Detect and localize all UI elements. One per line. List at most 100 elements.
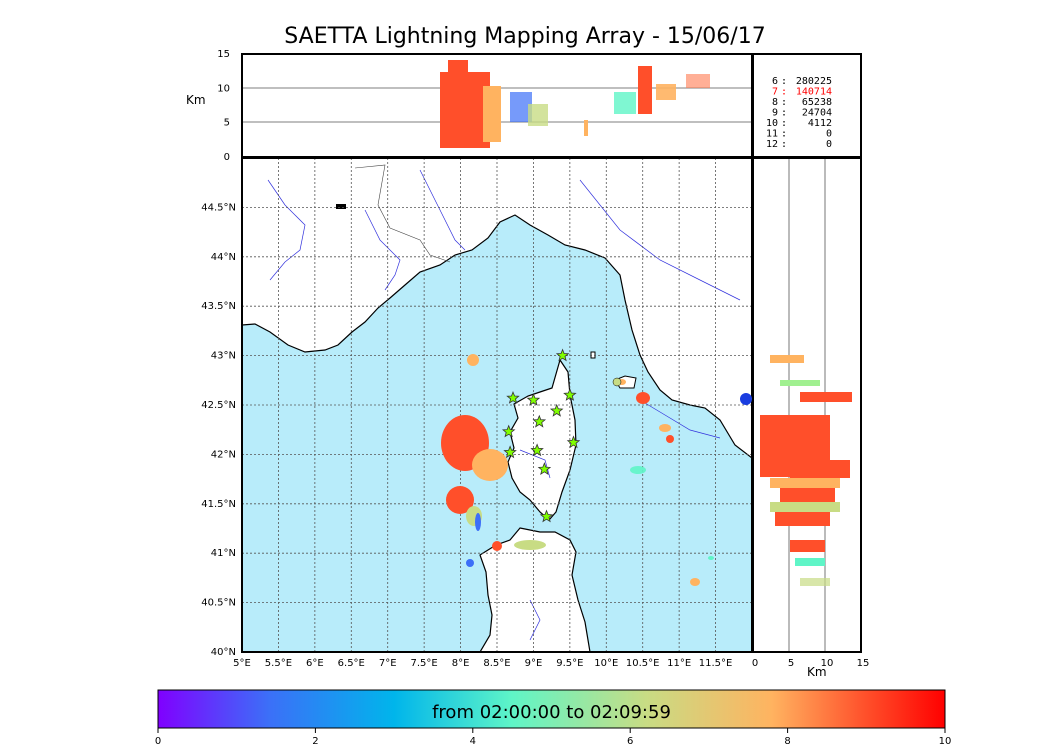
lat-tick-label: 40°N — [211, 647, 236, 658]
altitude-vs-longitude-panel: Km 0 5 10 15 — [186, 49, 753, 163]
stat-station-number: 8 — [772, 97, 778, 108]
capraia-island — [590, 351, 596, 359]
lon-tick-label: 8°E — [452, 658, 470, 669]
stat-separator: : — [781, 129, 787, 140]
lon-tick-label: 6°E — [306, 658, 324, 669]
east-marker — [740, 393, 752, 405]
stat-separator: : — [781, 139, 787, 150]
lon-tick-label: 5°E — [233, 658, 251, 669]
lon-tick-label: 11.5°E — [699, 658, 733, 669]
right-cluster-green — [780, 380, 820, 386]
altitude-tick-label: 5 — [224, 118, 230, 129]
storm-cell-far-se — [690, 578, 700, 586]
storm-cell-bonifacio-red — [492, 541, 502, 551]
storm-cell-east — [636, 392, 650, 404]
star-icon — [530, 443, 544, 457]
lat-tick-label: 40.5°N — [201, 598, 236, 609]
lat-tick-label: 41°N — [211, 548, 236, 559]
right-cluster-far-south — [800, 578, 830, 586]
stat-station-number: 6 — [772, 76, 778, 87]
lat-tick-label: 43°N — [211, 351, 236, 362]
stat-station-number: 10 — [766, 118, 778, 129]
right-cluster-north — [770, 355, 804, 363]
lon-tick-label: 9.5°E — [556, 658, 583, 669]
star-icon — [549, 403, 564, 417]
stat-station-number: 7 — [772, 87, 778, 98]
altitude-cluster-blue — [510, 92, 532, 122]
altitude-tick-label: 15 — [217, 49, 230, 60]
storm-cell-tuscany-red — [666, 435, 674, 443]
stat-count: 280225 — [796, 76, 832, 87]
stat-count: 140714 — [796, 87, 832, 98]
lat-tick-label: 42.5°N — [201, 400, 236, 411]
colorbar-tick-label: 4 — [470, 736, 476, 747]
star-icon — [503, 445, 517, 459]
lon-tick-label: 11°E — [667, 658, 691, 669]
storm-cell-south — [446, 486, 474, 514]
storm-cell-far-se-cyan — [708, 556, 714, 560]
right-tick-label: 15 — [857, 658, 870, 669]
lat-tick-label: 41.5°N — [201, 499, 236, 510]
right-cluster-south — [790, 540, 825, 552]
storm-cell-north — [467, 354, 479, 366]
station-count-table: 6:2802257:1407148:652389:2470410:411211:… — [752, 53, 862, 158]
stat-separator: : — [781, 118, 787, 129]
altitude-ticks: 0 5 10 15 — [217, 49, 230, 163]
lon-tick-label: 10°E — [594, 658, 618, 669]
lon-tick-label: 7.5°E — [411, 658, 438, 669]
latitude-vs-altitude-panel: 0 5 10 15 Km — [752, 157, 870, 679]
star-icon — [506, 391, 520, 404]
stat-count: 4112 — [808, 118, 832, 129]
corsica — [507, 358, 577, 521]
right-cluster-lower — [775, 512, 830, 526]
chart-title: SAETTA Lightning Mapping Array - 15/06/1… — [284, 24, 766, 49]
lon-tick-label: 7°E — [379, 658, 397, 669]
elba-marker — [612, 377, 622, 387]
stat-station-number: 11 — [766, 129, 778, 140]
stat-count: 0 — [826, 129, 832, 140]
star-icon — [526, 393, 541, 406]
lat-tick-label: 43.5°N — [201, 301, 236, 312]
storm-cell-sw-blue — [466, 559, 474, 567]
right-cluster-red-top — [800, 392, 852, 402]
altitude-cluster-thin — [584, 120, 588, 136]
lake — [336, 204, 346, 209]
right-cluster-mid — [780, 488, 835, 502]
colorbar-tick-label: 10 — [939, 736, 952, 747]
colorbar-tick-label: 2 — [312, 736, 318, 747]
stat-separator: : — [781, 97, 787, 108]
lat-tick-label: 42°N — [211, 449, 236, 460]
storm-cell-cyan — [630, 466, 646, 474]
stat-station-number: 12 — [766, 139, 778, 150]
colorbar-tick-label: 0 — [155, 736, 161, 747]
star-icon — [501, 424, 516, 438]
map-panel: 5°E 5.5°E 6°E 6.5°E 7°E 7.5°E 8°E 8.5°E 9°E 9.5°E… — [201, 157, 753, 669]
river-7 — [519, 449, 551, 479]
stat-separator: : — [781, 76, 787, 87]
lon-tick-label: 10.5°E — [626, 658, 660, 669]
map-graticule — [242, 158, 752, 652]
right-tick-label: 10 — [821, 658, 834, 669]
lat-tick-label: 44.5°N — [201, 202, 236, 213]
altitude-scatter — [440, 60, 710, 148]
storm-cell-blue — [475, 513, 481, 531]
colorbar-tick-label: 6 — [627, 736, 633, 747]
lat-tick-label: 44°N — [211, 252, 236, 263]
star-icon — [566, 435, 581, 449]
lon-tick-label: 5.5°E — [265, 658, 292, 669]
longitude-ticks: 5°E 5.5°E 6°E 6.5°E 7°E 7.5°E 8°E 8.5°E 9°E 9.5°E… — [233, 658, 732, 669]
stat-separator: : — [781, 108, 787, 119]
right-ticks: 0 5 10 15 — [752, 658, 870, 669]
altitude-cluster-far-east — [686, 74, 710, 88]
right-tick-label: 0 — [752, 658, 758, 669]
right-cluster-cyan — [795, 558, 825, 566]
right-cluster-yellow — [770, 502, 840, 512]
altitude-cluster-east-orange — [656, 84, 676, 100]
stat-count: 24704 — [802, 108, 832, 119]
right-cluster-orange — [770, 478, 840, 488]
altitude-cluster-east — [638, 66, 652, 114]
stat-station-number: 9 — [772, 108, 778, 119]
altitude-tick-label: 10 — [217, 83, 230, 94]
star-icon — [563, 388, 577, 401]
